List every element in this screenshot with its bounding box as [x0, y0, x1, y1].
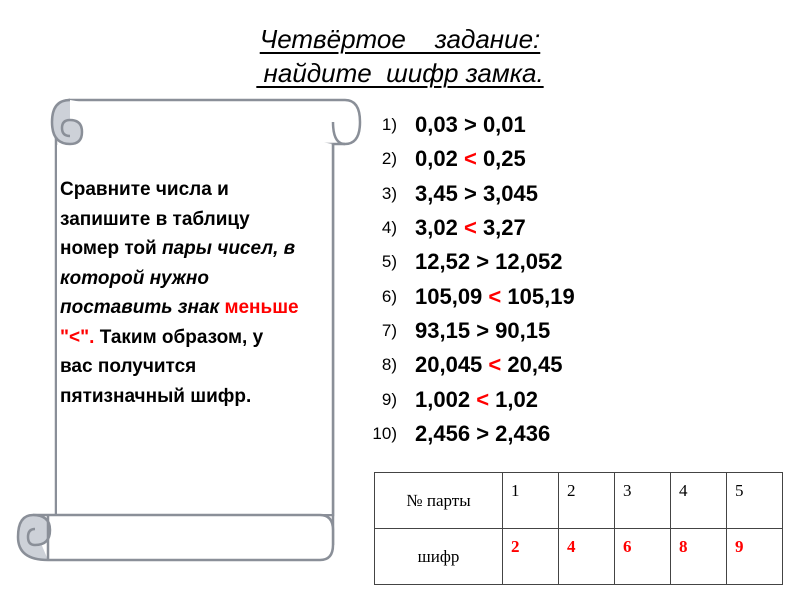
table-header-pair: № парты: [374, 472, 503, 529]
item-number: 6): [381, 286, 397, 306]
list-item: 8) 20,045 < 20,45: [345, 348, 785, 382]
list-item: 9) 1,002 < 1,02: [345, 382, 785, 416]
table-cell: 4: [558, 528, 615, 585]
list-item: 5) 12,52 > 12,052: [345, 245, 785, 279]
comparison-expression: 1,002 < 1,02: [415, 386, 538, 412]
comparison-list: 1) 0,03 > 0,01 2) 0,02 < 0,25 3) 3,45 > 3,0…: [345, 108, 785, 451]
list-item: 10) 2,456 > 2,436: [345, 417, 785, 451]
item-number: 7): [381, 320, 397, 340]
comparison-sign: >: [463, 180, 477, 206]
instruction-part-4: Таким образом, у вас получится пятизначн…: [60, 326, 264, 407]
list-item: 6) 105,09 < 105,19: [345, 279, 785, 313]
cipher-table: № парты 1 2 3 4 5 шифр 2 4 6 8 9: [374, 472, 783, 585]
item-number: 9): [381, 389, 397, 409]
list-item: 3) 3,45 > 3,045: [345, 177, 785, 211]
table-cell: 6: [614, 528, 671, 585]
list-item: 4) 3,02 < 3,27: [345, 211, 785, 245]
comparison-sign: <: [463, 215, 477, 241]
table-row: № парты 1 2 3 4 5: [374, 472, 783, 529]
comparison-expression: 0,03 > 0,01: [415, 112, 526, 138]
comparison-expression: 3,45 > 3,045: [415, 180, 538, 206]
item-number: 3): [381, 183, 397, 203]
table-row: шифр 2 4 6 8 9: [374, 528, 783, 585]
instruction-text: Сравните числа и запишите в таблицу номе…: [60, 175, 300, 411]
table-cell: 5: [726, 472, 783, 529]
table-header-cipher: шифр: [374, 528, 503, 585]
title-line-2: найдите шифр замка.: [256, 58, 544, 88]
comparison-expression: 12,52 > 12,052: [415, 249, 563, 275]
comparison-expression: 93,15 > 90,15: [415, 317, 551, 343]
comparison-sign: <: [476, 386, 490, 412]
comparison-expression: 0,02 < 0,25: [415, 146, 526, 172]
table-cell: 8: [670, 528, 727, 585]
item-number: 10): [372, 423, 397, 443]
table-cell: 9: [726, 528, 783, 585]
page-title: Четвёртое задание: найдите шифр замка.: [0, 22, 800, 90]
instruction-part-2: пары чисел, в которой нужно поставить зн…: [60, 238, 296, 318]
item-number: 5): [381, 252, 397, 272]
comparison-sign: >: [476, 317, 490, 343]
item-number: 4): [381, 218, 397, 238]
title-line-1: Четвёртое задание:: [259, 24, 541, 54]
item-number: 2): [381, 149, 397, 169]
item-number: 1): [381, 115, 397, 135]
comparison-sign: <: [488, 283, 502, 309]
item-number: 8): [381, 355, 397, 375]
table-cell: 1: [502, 472, 559, 529]
comparison-expression: 3,02 < 3,27: [415, 215, 526, 241]
comparison-sign: >: [476, 420, 490, 446]
table-cell: 2: [558, 472, 615, 529]
list-item: 1) 0,03 > 0,01: [345, 108, 785, 142]
list-item: 2) 0,02 < 0,25: [345, 142, 785, 176]
comparison-expression: 2,456 > 2,436: [415, 420, 551, 446]
comparison-sign: <: [488, 352, 502, 378]
table-cell: 4: [670, 472, 727, 529]
table-cell: 3: [614, 472, 671, 529]
comparison-expression: 20,045 < 20,45: [415, 352, 563, 378]
comparison-expression: 105,09 < 105,19: [415, 283, 575, 309]
comparison-sign: >: [463, 112, 477, 138]
comparison-sign: >: [476, 249, 490, 275]
comparison-sign: <: [463, 146, 477, 172]
instruction-part-1: Сравните числа и запишите в таблицу номе…: [60, 179, 250, 259]
instruction-part-3: меньше "<".: [60, 297, 299, 348]
list-item: 7) 93,15 > 90,15: [345, 314, 785, 348]
table-cell: 2: [502, 528, 559, 585]
